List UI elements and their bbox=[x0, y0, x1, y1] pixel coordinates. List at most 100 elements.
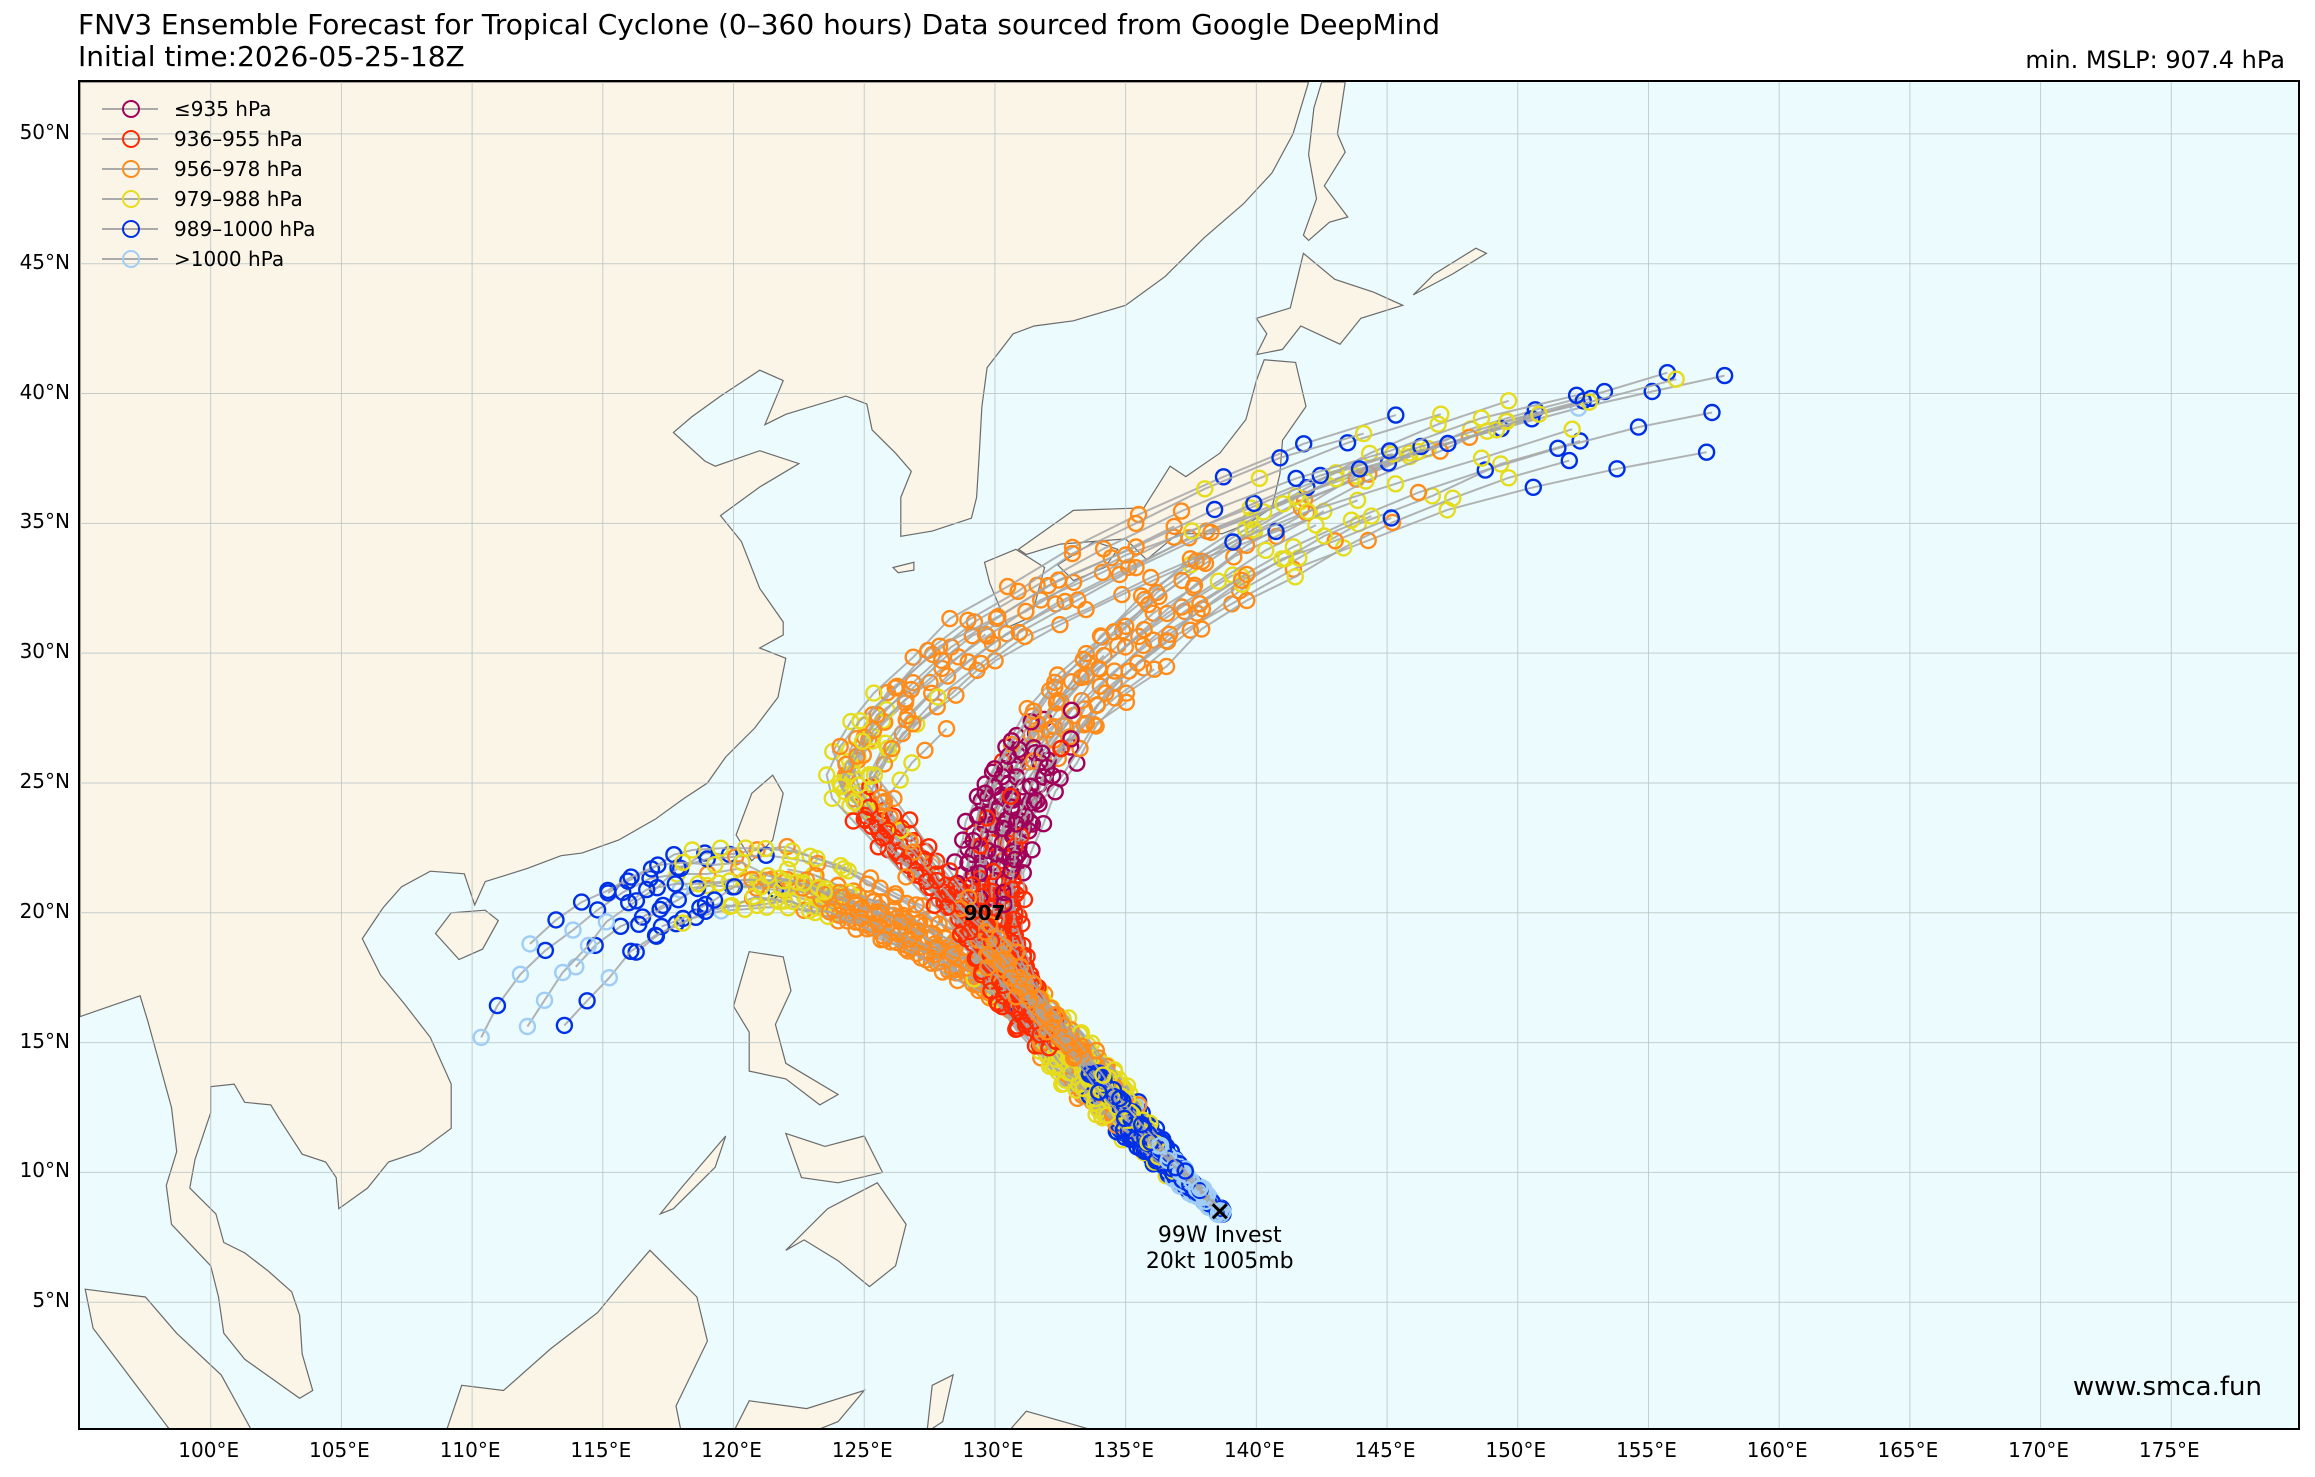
track-point bbox=[865, 684, 883, 702]
track-point bbox=[1524, 478, 1543, 496]
track-point bbox=[1715, 366, 1734, 385]
track-point bbox=[1202, 523, 1220, 542]
track-point bbox=[1176, 1162, 1195, 1180]
track-point bbox=[951, 925, 970, 944]
track-point bbox=[1287, 469, 1305, 488]
track-point bbox=[1342, 511, 1361, 529]
track-point bbox=[800, 901, 819, 920]
track-point bbox=[733, 853, 751, 872]
lon-tick-label: 160°E bbox=[1746, 1438, 1808, 1462]
lat-tick-label: 50°N bbox=[19, 119, 70, 144]
track-point bbox=[1039, 721, 1058, 739]
track-point bbox=[905, 843, 923, 861]
track-point bbox=[784, 892, 802, 911]
track-point bbox=[1643, 382, 1661, 401]
track-point bbox=[951, 900, 969, 918]
track-point bbox=[1127, 538, 1145, 556]
legend-swatch bbox=[100, 129, 160, 149]
track-point bbox=[964, 831, 982, 850]
legend-swatch bbox=[100, 219, 160, 239]
track-point bbox=[1472, 449, 1491, 467]
track-line bbox=[868, 428, 1497, 1215]
track-point bbox=[1062, 730, 1080, 748]
track-point bbox=[521, 935, 539, 953]
track-point bbox=[1359, 531, 1377, 550]
track-point bbox=[720, 872, 739, 890]
track-point bbox=[1409, 483, 1428, 502]
track-point bbox=[627, 892, 646, 910]
track-point bbox=[939, 885, 958, 904]
track-point bbox=[927, 871, 946, 890]
track-point bbox=[1001, 787, 1020, 805]
track-point bbox=[873, 829, 892, 847]
track-point bbox=[748, 841, 766, 859]
track-point bbox=[1299, 502, 1317, 521]
track-point bbox=[1021, 777, 1040, 795]
track-point bbox=[844, 812, 862, 830]
legend-item: >1000 hPa bbox=[100, 244, 316, 274]
track-point bbox=[948, 971, 967, 990]
track-point bbox=[1185, 576, 1204, 594]
track-point bbox=[1348, 491, 1367, 509]
legend-item: 936–955 hPa bbox=[100, 124, 316, 154]
track-point bbox=[648, 879, 666, 897]
track-point bbox=[925, 896, 943, 915]
track-point bbox=[1032, 591, 1050, 609]
track-point bbox=[1116, 638, 1135, 656]
track-point bbox=[891, 771, 909, 789]
track-point bbox=[1115, 1109, 1134, 1128]
track-point bbox=[1703, 403, 1721, 422]
peak-pressure-label: 907 bbox=[963, 900, 1006, 925]
track-point bbox=[885, 789, 903, 808]
track-line bbox=[825, 394, 1577, 1213]
track-point bbox=[1530, 405, 1548, 423]
track-point bbox=[511, 965, 530, 983]
track-point bbox=[666, 875, 684, 893]
track-point bbox=[622, 942, 640, 960]
track-point bbox=[815, 883, 833, 901]
island-sulawesi bbox=[734, 1389, 866, 1428]
track-point bbox=[1106, 689, 1124, 707]
track-point bbox=[1093, 563, 1112, 582]
track-point bbox=[1311, 466, 1330, 485]
track-point bbox=[1667, 370, 1685, 388]
track-point bbox=[1432, 405, 1450, 423]
track-point bbox=[1158, 632, 1177, 651]
track-point bbox=[1350, 460, 1369, 478]
track-point bbox=[1039, 576, 1057, 595]
track-point bbox=[1191, 1179, 1209, 1198]
track-point bbox=[1158, 604, 1176, 623]
track-point bbox=[1211, 1202, 1229, 1220]
track-point bbox=[868, 706, 886, 724]
track-line bbox=[859, 428, 1573, 1212]
track-point bbox=[674, 853, 692, 872]
track-point bbox=[1024, 975, 1042, 993]
track-point bbox=[1271, 449, 1289, 467]
lon-tick-label: 170°E bbox=[2008, 1438, 2069, 1462]
track-point bbox=[1549, 439, 1567, 457]
legend-label: ≤935 hPa bbox=[174, 97, 272, 121]
track-point bbox=[845, 793, 864, 811]
track-point bbox=[1110, 1089, 1129, 1108]
map-panel[interactable]: ≤935 hPa 936–955 hPa 956–978 hPa 979–988 hP… bbox=[78, 80, 2300, 1430]
track-point bbox=[1250, 469, 1269, 487]
island-cheju bbox=[891, 561, 915, 574]
lon-tick-label: 165°E bbox=[1877, 1438, 1939, 1462]
track-point bbox=[783, 842, 801, 860]
track-point bbox=[1040, 1039, 1058, 1057]
track-point bbox=[1387, 406, 1405, 424]
track-point bbox=[1120, 662, 1138, 680]
track-point bbox=[1007, 988, 1025, 1006]
track-point bbox=[1009, 582, 1027, 600]
track-point bbox=[1033, 744, 1051, 762]
track-point bbox=[989, 608, 1007, 626]
track-point bbox=[1286, 568, 1305, 586]
track-point bbox=[1307, 516, 1325, 534]
track-point bbox=[778, 837, 796, 856]
track-point bbox=[1142, 568, 1160, 587]
track-point bbox=[1132, 1115, 1151, 1134]
track-point bbox=[1629, 418, 1648, 436]
track-point bbox=[937, 720, 956, 738]
track-point bbox=[901, 811, 919, 829]
track-point bbox=[1049, 571, 1068, 589]
